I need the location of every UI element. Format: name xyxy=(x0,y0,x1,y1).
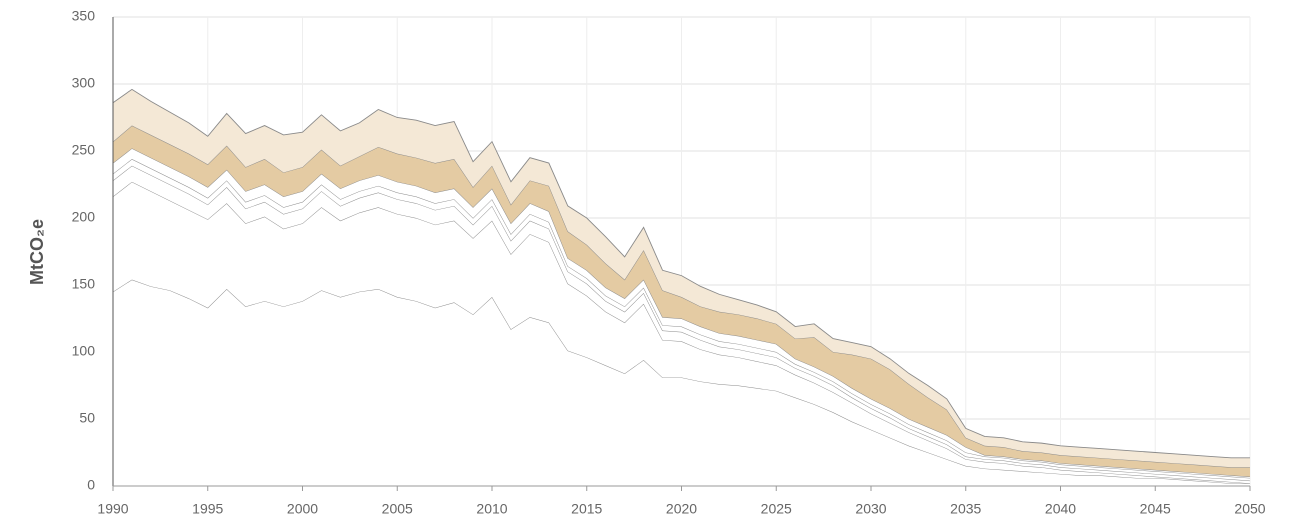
x-tick-label: 1990 xyxy=(97,501,128,517)
y-tick-label: 350 xyxy=(72,8,96,24)
x-tick-label: 2000 xyxy=(287,501,318,517)
x-tick-label: 2040 xyxy=(1045,501,1076,517)
y-tick-label: 200 xyxy=(72,209,96,225)
area xyxy=(113,181,1250,484)
area xyxy=(113,89,1250,468)
y-tick-label: 150 xyxy=(72,276,96,292)
x-tick-label: 2025 xyxy=(761,501,792,517)
area-edge xyxy=(112,88,1250,459)
y-tick-label: 250 xyxy=(72,142,96,158)
x-tick-label: 2045 xyxy=(1140,501,1171,517)
y-tick-label: 300 xyxy=(72,75,96,91)
x-tick-label: 2010 xyxy=(476,501,507,517)
area xyxy=(113,279,1250,486)
y-tick-label: 100 xyxy=(72,343,96,359)
x-tick-label: 2005 xyxy=(382,501,413,517)
x-tick-label: 2020 xyxy=(666,501,697,517)
area xyxy=(113,165,1250,484)
x-tick-label: 2015 xyxy=(571,501,602,517)
y-tick-label: 50 xyxy=(79,410,95,426)
x-tick-label: 2035 xyxy=(950,501,981,517)
x-tick-label: 1995 xyxy=(192,501,223,517)
y-tick-label: 0 xyxy=(87,477,95,493)
x-tick-label: 2030 xyxy=(855,501,886,517)
y-axis-label: MtCO₂e xyxy=(27,219,47,285)
area xyxy=(113,125,1250,477)
x-tick-label: 2050 xyxy=(1234,501,1265,517)
